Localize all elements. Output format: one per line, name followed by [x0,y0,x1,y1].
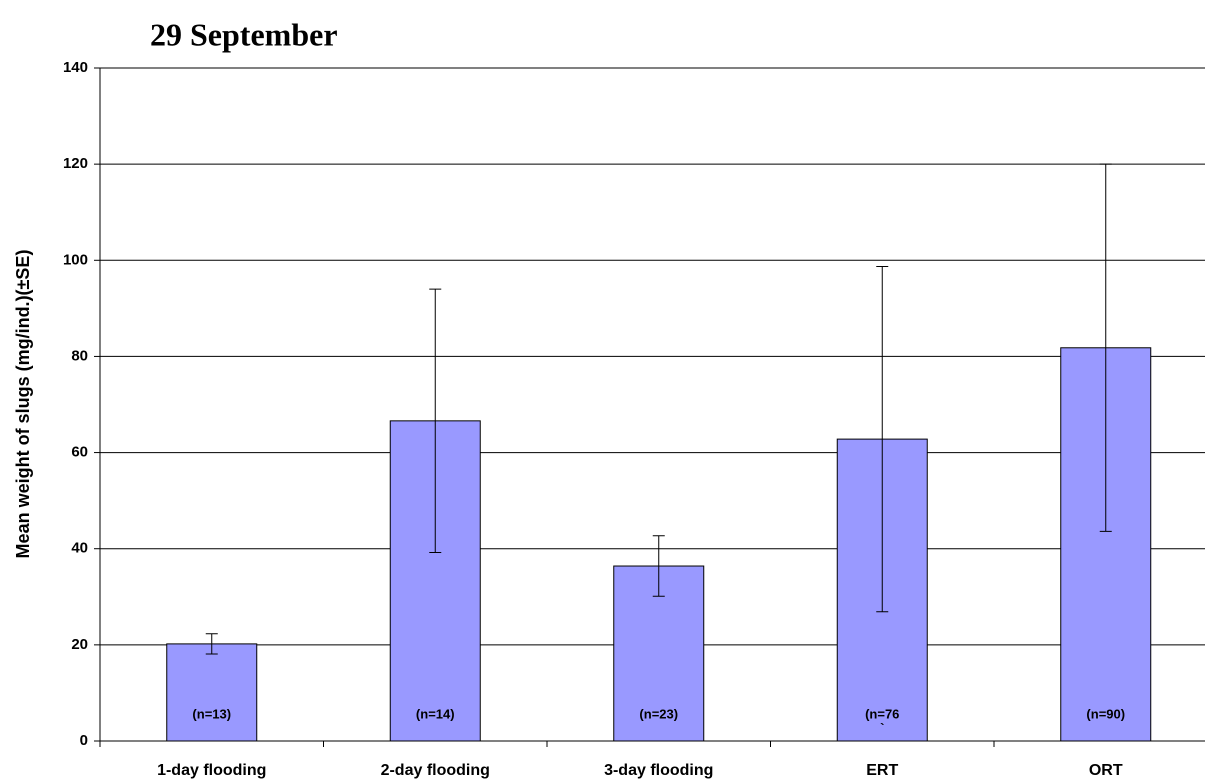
y-tick-label: 40 [71,540,88,557]
sample-size: (n=23) [639,706,678,721]
sample-size: (n=76 [865,706,899,721]
error-bar [429,288,442,554]
error-bar [652,535,665,597]
bar [166,643,258,742]
x-tick-label: ORT [1089,762,1123,779]
error-bar [876,266,889,613]
sample-size: (n=13) [192,706,231,721]
error-bar [205,633,218,655]
x-tick-label: 2-day flooding [381,762,490,779]
y-tick-label: 60 [71,444,88,461]
y-tick-label: 0 [80,732,88,749]
y-tick-label: 140 [63,59,88,76]
y-tick-label: 20 [71,636,88,653]
y-tick-label: 100 [63,251,88,268]
x-tick-label: 1-day flooding [157,762,266,779]
y-tick-label: 120 [63,155,88,172]
x-tick-label: ERT [866,762,898,779]
y-tick-label: 80 [71,347,88,364]
sample-size: (n=14) [416,706,455,721]
chart-title: 29 September [150,16,338,52]
x-tick-label: 3-day flooding [604,762,713,779]
error-bar [1099,163,1112,532]
y-axis-label: Mean weight of slugs (mg/ind.)(±SE) [13,250,33,559]
sample-size: ` [880,720,884,735]
sample-size: (n=90) [1086,706,1125,721]
